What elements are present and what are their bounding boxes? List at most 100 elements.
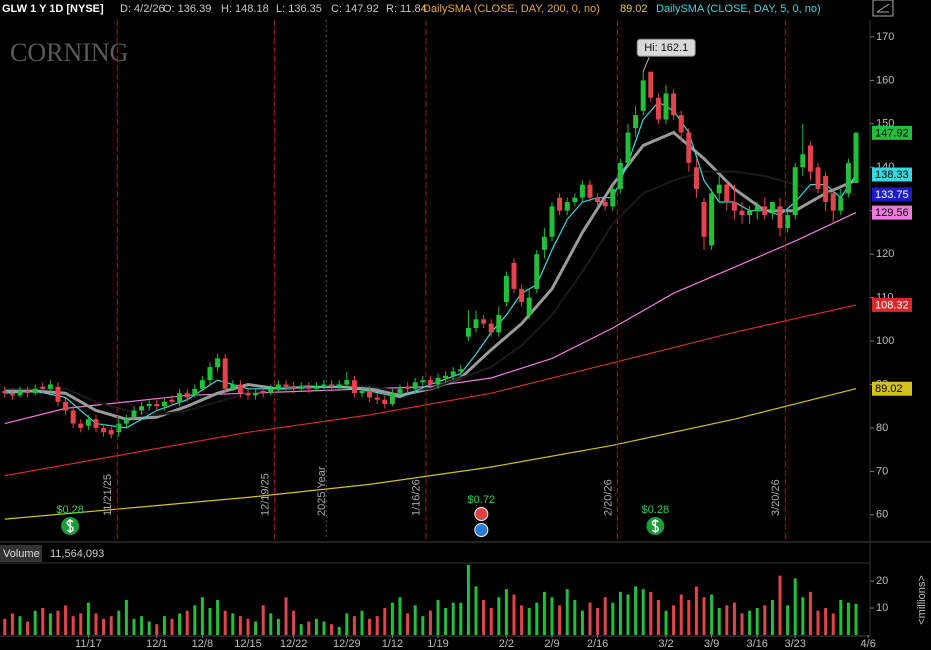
volume-bar bbox=[489, 608, 493, 635]
candle-body bbox=[70, 410, 76, 424]
candle-body bbox=[503, 275, 509, 302]
volume-bar bbox=[86, 602, 90, 635]
open: O: 136.39 bbox=[163, 3, 212, 15]
candle-body bbox=[245, 393, 251, 396]
volume-bar bbox=[748, 610, 752, 635]
candle-body bbox=[101, 427, 107, 433]
candle-body bbox=[78, 423, 84, 428]
x-tick-label: 2/2 bbox=[499, 638, 514, 650]
candle-body bbox=[625, 132, 631, 163]
candle-body bbox=[587, 184, 593, 198]
candle-body bbox=[549, 206, 555, 237]
candle-body bbox=[123, 419, 129, 424]
candle-body bbox=[93, 419, 99, 428]
volume-bar bbox=[162, 616, 166, 635]
candle-body bbox=[534, 254, 540, 289]
volume-tick-label: 20 bbox=[876, 575, 888, 587]
candle-body bbox=[108, 430, 114, 435]
volume-bar bbox=[603, 597, 607, 635]
candle-body bbox=[792, 167, 798, 216]
candle-body bbox=[116, 423, 122, 433]
volume-bar bbox=[634, 586, 638, 635]
candle-body bbox=[686, 132, 692, 163]
hi-box bbox=[636, 38, 696, 57]
sma-line bbox=[4, 101, 857, 429]
sma-value-label: 138.33 bbox=[875, 169, 909, 181]
volume-bar bbox=[740, 613, 744, 635]
volume-bar bbox=[816, 610, 820, 635]
volume-bar bbox=[656, 599, 660, 635]
y-tick-label: 80 bbox=[876, 422, 888, 434]
volume-bar bbox=[717, 608, 721, 635]
candle-body bbox=[610, 188, 616, 207]
event-label: 3/20/26 bbox=[770, 479, 782, 516]
volume-bar bbox=[672, 605, 676, 635]
volume-bar bbox=[314, 618, 318, 635]
volume-bar bbox=[383, 608, 387, 635]
volume-label: Volume bbox=[3, 548, 40, 560]
candle-body bbox=[739, 210, 745, 216]
volume-bar bbox=[33, 610, 37, 635]
volume-bar bbox=[687, 599, 691, 635]
volume-bar bbox=[178, 613, 182, 635]
candle-body bbox=[769, 202, 775, 211]
candle-body bbox=[397, 388, 403, 394]
candle-body bbox=[465, 328, 471, 337]
x-tick-label: 1/19 bbox=[427, 638, 448, 650]
volume-bar bbox=[641, 589, 645, 635]
candle-body bbox=[161, 401, 167, 407]
y-tick-label: 100 bbox=[876, 335, 894, 347]
candle-body bbox=[602, 202, 608, 207]
volume-bar bbox=[413, 605, 417, 635]
event-label: 11/21/25 bbox=[102, 474, 114, 516]
candle-body bbox=[709, 193, 715, 246]
y-tick-label: 160 bbox=[876, 74, 894, 86]
candle-body bbox=[519, 288, 525, 302]
candle-body bbox=[450, 371, 456, 376]
sma-value-label: 108.32 bbox=[875, 299, 909, 311]
candle-body bbox=[807, 145, 813, 172]
candle-body bbox=[230, 384, 236, 389]
volume-bar bbox=[48, 613, 52, 635]
volume-bar bbox=[580, 610, 584, 635]
candle-body bbox=[564, 202, 570, 211]
candle-body bbox=[169, 399, 175, 402]
x-tick-label: 12/15 bbox=[234, 638, 262, 650]
candle-body bbox=[9, 393, 15, 396]
volume-bar bbox=[261, 605, 265, 635]
volume-bar bbox=[117, 610, 121, 635]
volume-bar bbox=[185, 610, 189, 635]
earnings-label: $0.72 bbox=[468, 494, 496, 506]
volume-bar bbox=[71, 616, 75, 635]
dividend-label: $0.28 bbox=[642, 504, 670, 516]
volume-bar bbox=[140, 616, 144, 635]
volume-bar bbox=[193, 605, 197, 635]
event-label: 12/19/25 bbox=[260, 473, 272, 516]
volume-bar bbox=[428, 610, 432, 635]
candle-body bbox=[275, 384, 281, 389]
sma-line bbox=[4, 388, 857, 520]
x-tick-label: 3/2 bbox=[658, 638, 673, 650]
low: L: 136.35 bbox=[276, 3, 322, 15]
candle-body bbox=[526, 297, 532, 315]
settings-icon[interactable] bbox=[872, 0, 894, 17]
x-tick-label: 12/22 bbox=[280, 638, 308, 650]
volume-bar bbox=[200, 597, 204, 635]
volume-bar bbox=[246, 618, 250, 635]
candle-body bbox=[830, 193, 836, 211]
volume-bar bbox=[10, 613, 14, 635]
volume-bar bbox=[170, 618, 174, 635]
volume-bar bbox=[269, 613, 273, 635]
candle-body bbox=[374, 397, 380, 400]
x-tick-label: 2/16 bbox=[587, 638, 608, 650]
volume-unit: <millions> bbox=[916, 575, 928, 625]
sma-value-label: 89.02 bbox=[875, 383, 903, 395]
candle-body bbox=[336, 384, 342, 387]
candle-body bbox=[823, 175, 829, 203]
volume-bar bbox=[778, 575, 782, 635]
candle-body bbox=[329, 384, 335, 387]
volume-bar bbox=[444, 608, 448, 635]
volume-bar bbox=[710, 594, 714, 635]
volume-bar bbox=[345, 613, 349, 635]
